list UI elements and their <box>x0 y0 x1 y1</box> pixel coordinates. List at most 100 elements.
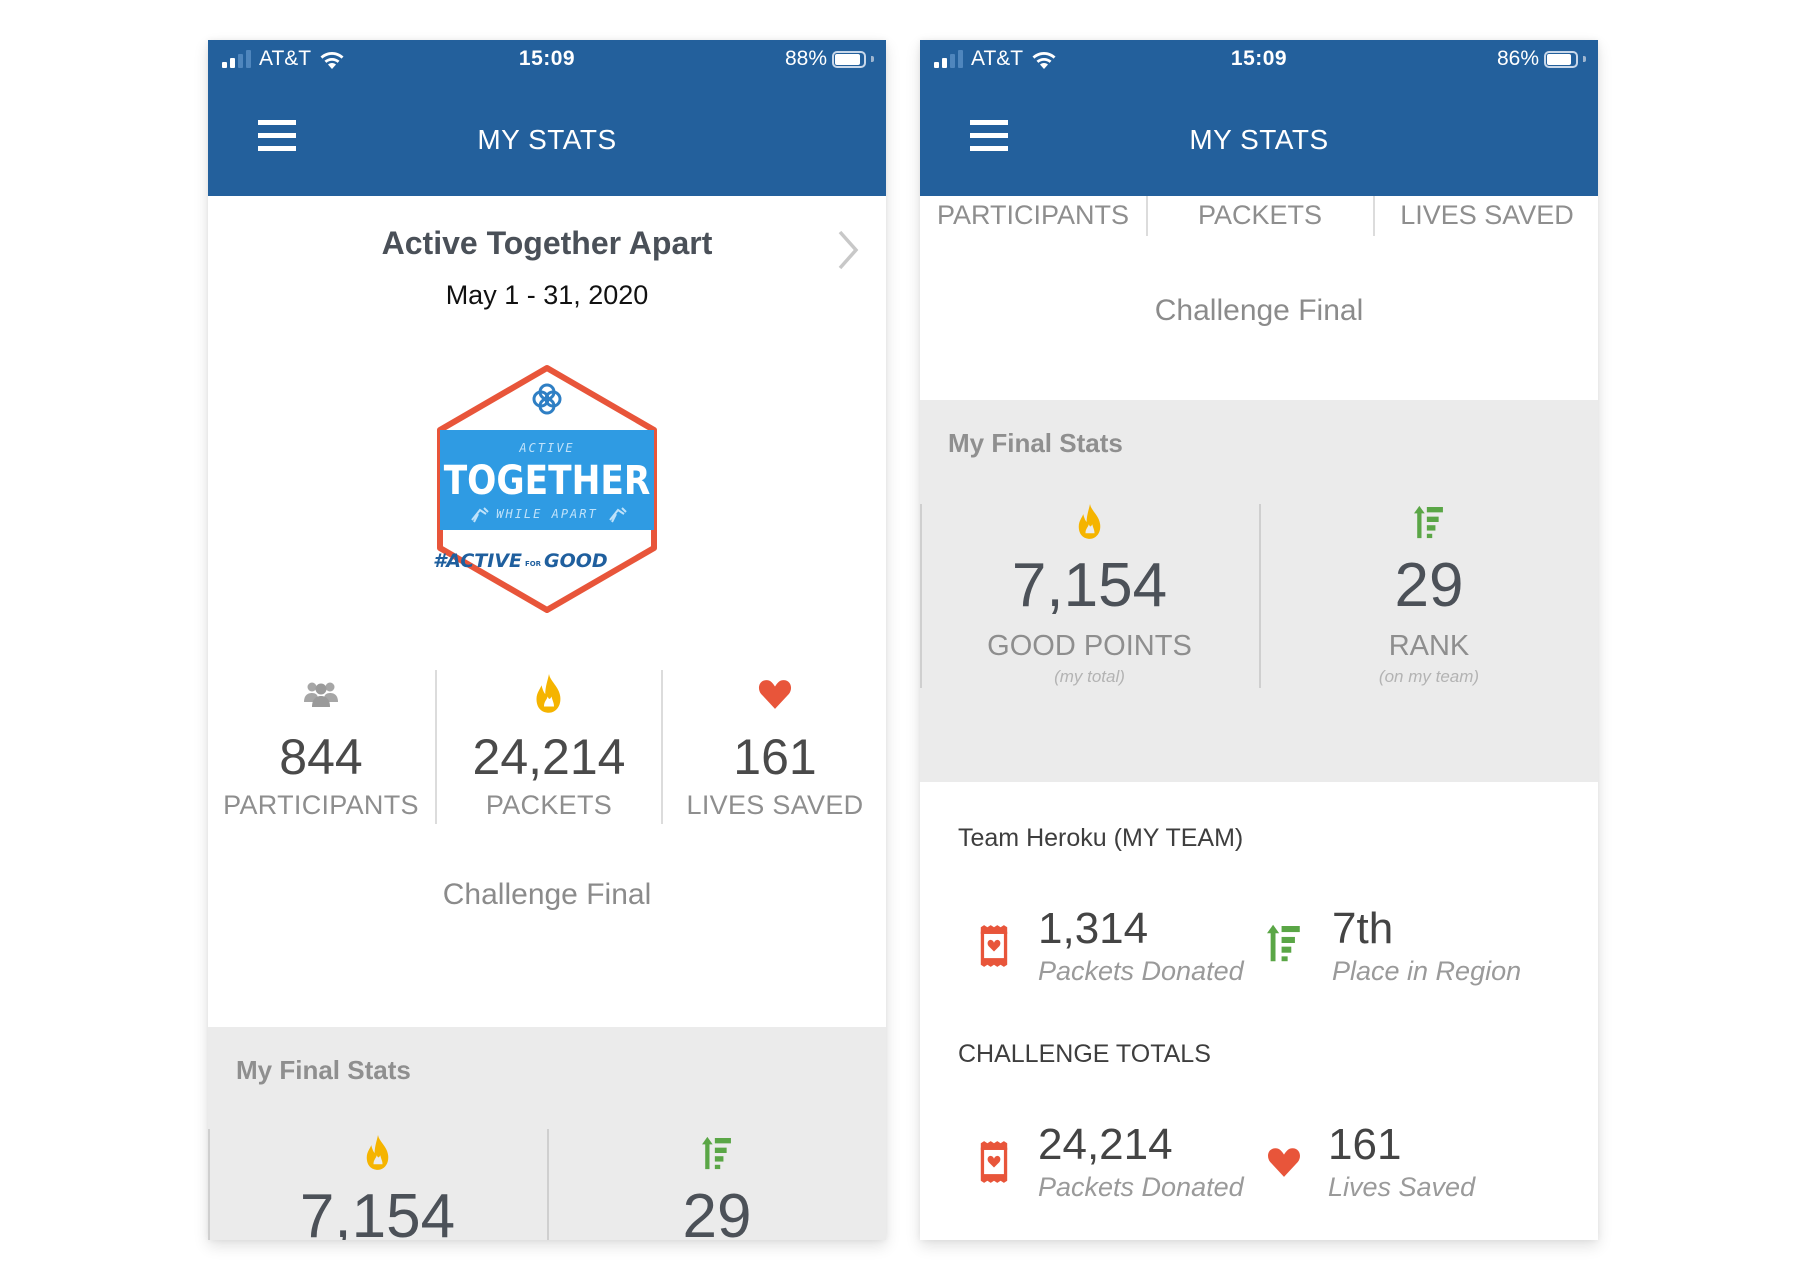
team-place-in-region: 7th Place in Region <box>1260 904 1521 987</box>
stat-label: RANK <box>1388 630 1470 662</box>
flame-icon <box>534 674 564 714</box>
final-stat-points: 7,154 GOOD POINTS (my total) <box>920 500 1259 687</box>
app-header: MY STATS <box>920 80 1598 196</box>
final-stats-section: My Final Stats 7,154 29 <box>208 1027 886 1240</box>
packet-icon <box>979 924 1009 968</box>
svg-text:WHILE APART: WHILE APART <box>496 507 597 521</box>
challenge-totals-title: CHALLENGE TOTALS <box>958 1040 1211 1068</box>
people-icon <box>304 680 338 708</box>
rank-icon <box>1414 505 1444 539</box>
final-stats-section: My Final Stats 7,154 GOOD POINTS (my tot… <box>920 400 1598 782</box>
divider <box>208 1129 210 1240</box>
totals-packets-donated: 24,214 Packets Donated <box>970 1120 1244 1203</box>
badge-image: ACTIVE TOGETHER WHILE APART #ACTIVE FOR … <box>433 365 657 613</box>
stat-label: Packets Donated <box>1038 956 1244 986</box>
carrier-label: AT&T <box>971 47 1024 70</box>
challenge-title[interactable]: Active Together Apart <box>381 225 713 261</box>
battery-icon <box>832 50 866 68</box>
chevron-right-icon[interactable] <box>832 228 864 272</box>
divider <box>661 670 663 824</box>
hamburger-menu-button[interactable] <box>258 120 296 152</box>
phone-screen-right: AT&T 15:09 86% MY STATS PARTICIPANTS PAC… <box>920 40 1598 1240</box>
divider <box>547 1129 549 1240</box>
challenge-badge: ACTIVE TOGETHER WHILE APART #ACTIVE FOR … <box>432 362 662 616</box>
divider <box>1373 196 1375 236</box>
stat-value: 7,154 <box>1011 551 1168 620</box>
battery-percent: 86% <box>1496 47 1539 70</box>
heart-icon <box>1267 1146 1301 1178</box>
status-bar: AT&T 15:09 86% <box>920 40 1598 80</box>
signal-icon <box>934 50 963 68</box>
hamburger-menu-button[interactable] <box>970 120 1008 152</box>
divider <box>920 504 922 688</box>
packet-icon <box>979 1140 1009 1184</box>
challenge-date: May 1 - 31, 2020 <box>445 280 649 310</box>
heart-icon <box>757 678 793 710</box>
status-bar: AT&T 15:09 88% <box>208 40 886 80</box>
stat-label: PARTICIPANTS <box>223 790 419 820</box>
signal-icon <box>222 50 251 68</box>
svg-text:ACTIVE: ACTIVE <box>518 441 574 455</box>
tab-lives-saved[interactable]: LIVES SAVED <box>1400 200 1574 230</box>
carrier-label: AT&T <box>259 47 312 70</box>
carrier-group: AT&T <box>222 47 345 71</box>
page-title: MY STATS <box>1189 124 1329 155</box>
final-stat-points: 7,154 <box>208 1131 547 1240</box>
battery-icon <box>1544 50 1578 68</box>
phone-screen-left: AT&T 15:09 88% MY STATS Active Together … <box>208 40 886 1240</box>
stat-sublabel: (my total) <box>1054 667 1125 686</box>
svg-text:FOR: FOR <box>525 560 542 568</box>
stat-value: 7,154 <box>299 1182 456 1240</box>
stat-value: 161 <box>733 729 817 785</box>
final-stat-rank: 29 <box>548 1131 886 1240</box>
challenge-final-label: Challenge Final <box>442 878 652 911</box>
battery-tip <box>1583 56 1586 62</box>
stat-value: 7th <box>1332 904 1394 953</box>
battery-group: 86% <box>1497 47 1586 71</box>
divider <box>435 670 437 824</box>
stat-value: 161 <box>1328 1120 1402 1169</box>
stat-participants: 844 PARTICIPANTS <box>208 672 434 821</box>
stat-value: 1,314 <box>1038 904 1149 953</box>
stat-value: 844 <box>279 729 363 785</box>
rank-icon <box>1267 924 1301 962</box>
tab-packets[interactable]: PACKETS <box>1197 200 1323 230</box>
stat-label: Lives Saved <box>1328 1172 1476 1202</box>
team-packets-donated: 1,314 Packets Donated <box>970 904 1244 987</box>
svg-text:#ACTIVE: #ACTIVE <box>433 550 522 572</box>
challenge-final-label: Challenge Final <box>1154 294 1364 327</box>
svg-text:GOOD: GOOD <box>544 550 608 572</box>
clock: 15:09 <box>518 47 576 70</box>
stat-label: PACKETS <box>485 790 613 820</box>
carrier-group: AT&T <box>934 47 1057 71</box>
flame-icon <box>364 1135 392 1171</box>
battery-percent: 88% <box>784 47 827 70</box>
stat-tabs: PARTICIPANTS PACKETS LIVES SAVED <box>920 196 1598 238</box>
divider <box>1259 504 1261 688</box>
tab-participants[interactable]: PARTICIPANTS <box>936 200 1130 230</box>
section-title: My Final Stats <box>948 428 1123 458</box>
divider <box>1146 196 1148 236</box>
app-header: MY STATS <box>208 80 886 196</box>
stat-sublabel: (on my team) <box>1378 667 1480 686</box>
page-title: MY STATS <box>477 124 617 155</box>
stat-value: 24,214 <box>1038 1120 1173 1169</box>
stat-lives-saved: 161 LIVES SAVED <box>662 672 886 821</box>
battery-tip <box>871 56 874 62</box>
rank-icon <box>702 1136 732 1170</box>
svg-text:TOGETHER: TOGETHER <box>444 456 651 503</box>
stat-packets: 24,214 PACKETS <box>436 672 662 821</box>
team-title: Team Heroku (MY TEAM) <box>958 824 1244 852</box>
clock: 15:09 <box>1230 47 1288 70</box>
section-title: My Final Stats <box>236 1055 411 1085</box>
badge-logo-icon <box>532 383 562 415</box>
flame-icon <box>1076 504 1104 540</box>
stat-value: 29 <box>1394 551 1464 620</box>
stat-label: LIVES SAVED <box>686 790 864 820</box>
battery-group: 88% <box>785 47 874 71</box>
stat-value: 24,214 <box>472 729 626 785</box>
stat-label: GOOD POINTS <box>987 630 1192 662</box>
stat-label: Packets Donated <box>1038 1172 1244 1202</box>
stat-value: 29 <box>682 1182 752 1240</box>
totals-lives-saved: 161 Lives Saved <box>1260 1120 1475 1203</box>
